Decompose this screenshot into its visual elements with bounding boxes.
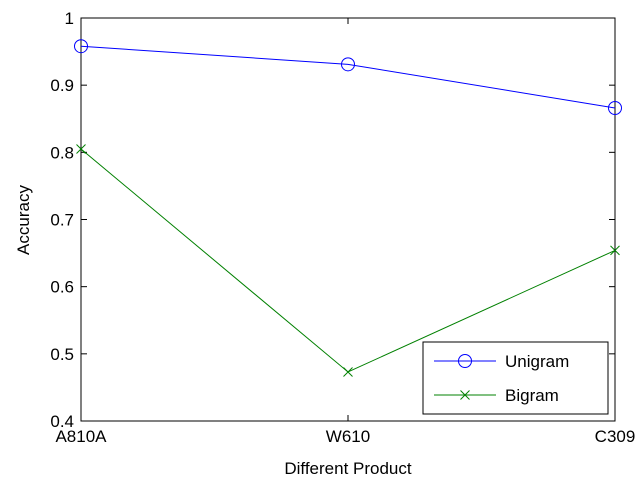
y-tick-label: 0.4 (50, 412, 74, 431)
bigram-legend-marker (460, 390, 470, 400)
y-tick-label: 0.9 (50, 76, 74, 95)
y-tick-label: 0.6 (50, 278, 74, 297)
y-tick-label: 0.8 (50, 143, 74, 162)
y-tick-label: 0.5 (50, 345, 74, 364)
unigram-data-point (74, 39, 88, 54)
unigram-legend-marker (458, 354, 472, 368)
bigram-legend-label: Bigram (505, 386, 559, 405)
x-axis-ticks: A810A W610 C309 (55, 18, 635, 446)
y-axis-ticks: 0.4 0.5 0.6 0.7 0.8 0.9 1 (50, 9, 615, 431)
unigram-series-line (80, 45, 616, 109)
bigram-data-point (76, 144, 86, 154)
y-tick-label: 0.7 (50, 211, 74, 230)
unigram-data-point (608, 101, 622, 116)
unigram-legend-label: Unigram (505, 352, 569, 371)
x-axis-title: Different Product (284, 459, 412, 478)
x-tick-label: A810A (55, 427, 107, 446)
legend-box (422, 341, 609, 415)
series-layer (74, 39, 622, 377)
x-tick-label: C309 (595, 427, 636, 446)
legend: Unigram Bigram (422, 341, 609, 415)
unigram-data-point (341, 57, 355, 72)
y-axis-title: Accuracy (14, 185, 33, 255)
y-tick-label: 1 (65, 9, 74, 28)
x-tick-label: W610 (326, 427, 370, 446)
bigram-data-point (343, 367, 353, 377)
bigram-data-point (610, 245, 620, 256)
